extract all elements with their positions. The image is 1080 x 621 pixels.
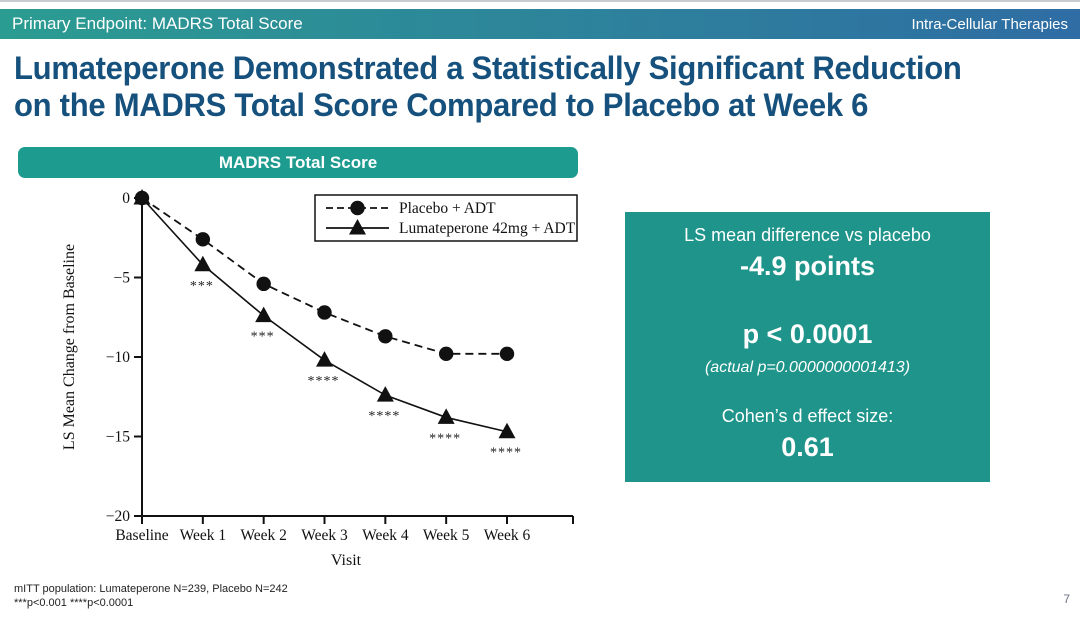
svg-text:****: **** (429, 431, 461, 446)
footnote-population: mITT population: Lumateperone N=239, Pla… (14, 583, 288, 595)
svg-text:Week 3: Week 3 (301, 527, 348, 544)
svg-text:***: *** (251, 330, 275, 345)
svg-text:−10: −10 (106, 349, 130, 366)
slide-title-line1: Lumateperone Demonstrated a Statisticall… (14, 50, 962, 86)
cohens-d-value: 0.61 (781, 432, 834, 462)
ls-mean-difference-value: -4.9 points (739, 251, 875, 281)
svg-text:Week 6: Week 6 (484, 527, 531, 544)
actual-p-value: (actual p=0.0000000001413) (704, 359, 911, 376)
svg-text:***: *** (190, 279, 214, 294)
slide-title: Lumateperone Demonstrated a Statisticall… (14, 50, 962, 124)
svg-text:Visit: Visit (331, 552, 362, 569)
svg-text:Week 5: Week 5 (423, 527, 470, 544)
madrs-line-chart: 0 −5 −10 −15 −20 Baseline Week 1 Week 2 Week 3 We… (61, 189, 578, 569)
svg-text:Lumateperone 42mg + ADT: Lumateperone 42mg + ADT (399, 220, 576, 237)
chart-legend: Placebo + ADT Lumateperone 42mg + ADT (314, 194, 578, 242)
svg-text:−20: −20 (106, 508, 130, 525)
cohens-d-label: Cohen’s d effect size: (721, 406, 894, 426)
p-value: p < 0.0001 (742, 319, 873, 349)
svg-text:****: **** (308, 374, 340, 389)
header-bar: Primary Endpoint: MADRS Total Score Intr… (0, 9, 1080, 39)
chart-title-banner-label: MADRS Total Score (218, 152, 378, 172)
svg-text:−15: −15 (106, 429, 130, 446)
footnote-significance: ***p<0.001 ****p<0.0001 (14, 597, 134, 609)
window-top-edge (0, 0, 1080, 2)
svg-text:Week 2: Week 2 (240, 527, 287, 544)
footnotes: mITT population: Lumateperone N=239, Pla… (14, 582, 288, 610)
slide-title-line2: on the MADRS Total Score Compared to Pla… (14, 87, 869, 123)
svg-text:0: 0 (122, 190, 130, 207)
svg-text:Week 4: Week 4 (362, 527, 409, 544)
svg-text:−5: −5 (114, 270, 131, 287)
chart-title-banner: MADRS Total Score (18, 147, 578, 178)
svg-text:LS Mean Change from Baseline: LS Mean Change from Baseline (61, 244, 78, 450)
slide-number: 7 (1063, 592, 1070, 606)
ls-mean-difference-label: LS mean difference vs placebo (684, 225, 931, 245)
header-kicker: Primary Endpoint: MADRS Total Score (12, 14, 303, 33)
results-panel: LS mean difference vs placebo -4.9 point… (625, 212, 990, 482)
svg-text:****: **** (490, 446, 522, 461)
company-name: Intra-Cellular Therapies (911, 15, 1068, 33)
svg-text:Placebo + ADT: Placebo + ADT (399, 200, 496, 217)
svg-text:****: **** (368, 409, 400, 424)
svg-text:Week 1: Week 1 (180, 527, 227, 544)
svg-text:Baseline: Baseline (115, 527, 168, 544)
